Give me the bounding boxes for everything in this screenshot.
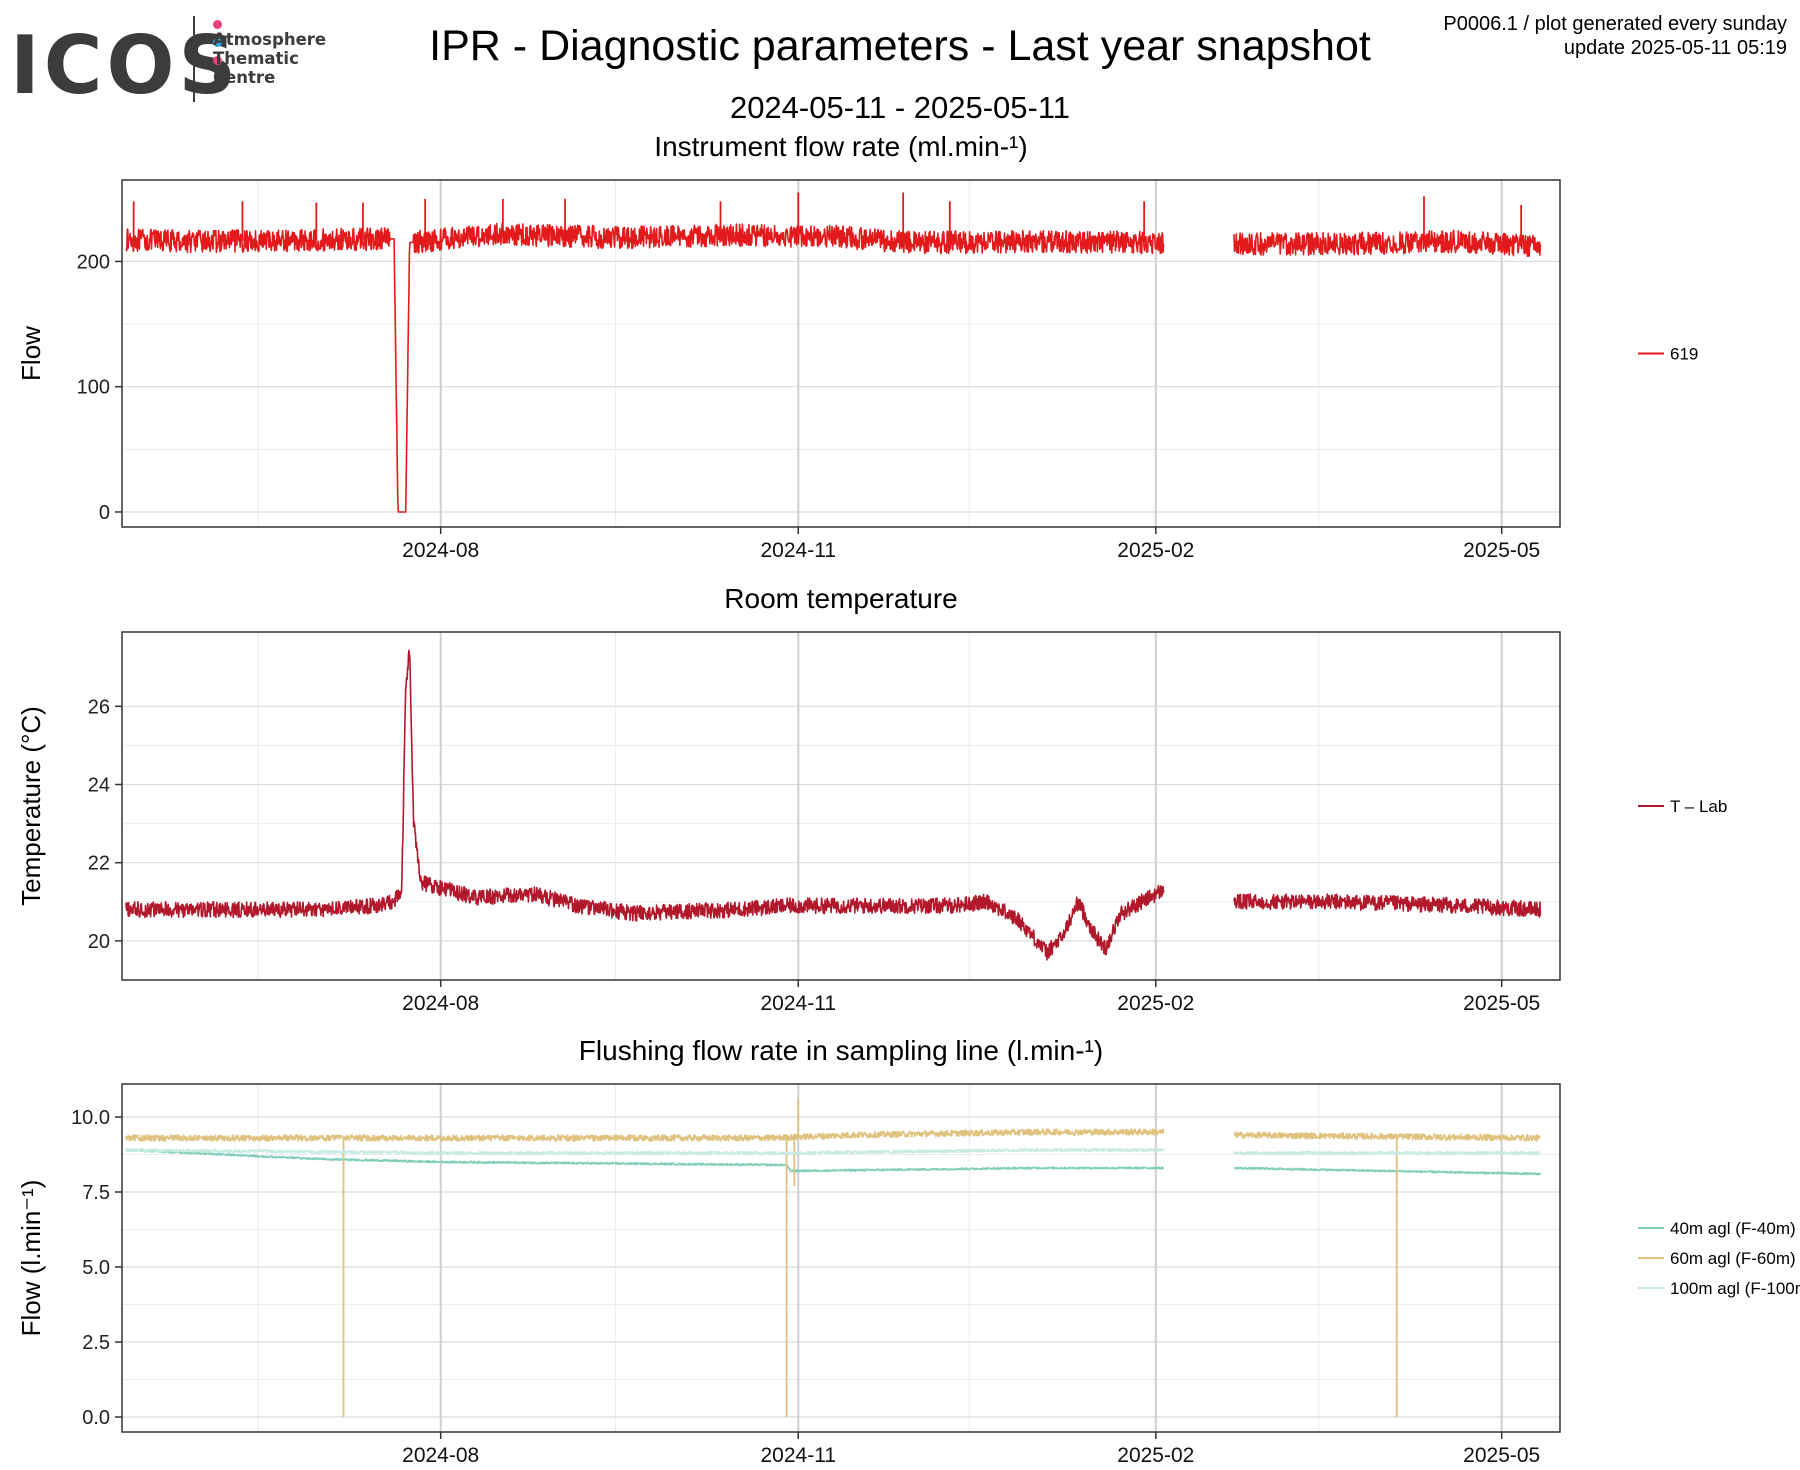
x-tick-label: 2024-11: [760, 992, 836, 1015]
y-tick-label: 24: [88, 774, 110, 796]
series-line: [125, 1147, 1542, 1156]
y-axis-label: Flow (l.min⁻¹): [16, 1180, 46, 1337]
series-line: [125, 1148, 1542, 1176]
y-tick-label: 5.0: [82, 1257, 110, 1279]
x-tick-label: 2024-11: [760, 1444, 836, 1467]
x-tick-label: 2025-05: [1463, 992, 1540, 1015]
legend-label: 619: [1670, 345, 1698, 364]
y-tick-label: 7.5: [82, 1182, 110, 1204]
y-tick-label: 20: [88, 931, 110, 953]
y-tick-label: 10.0: [71, 1107, 110, 1129]
plot-frame: [121, 631, 1561, 981]
chart-panel: Flushing flow rate in sampling line (l.m…: [16, 1035, 1800, 1467]
x-tick-label: 2024-08: [402, 539, 479, 562]
update-timestamp: update 2025-05-11 05:19: [1563, 37, 1787, 59]
y-axis-label: Temperature (°C): [16, 706, 46, 906]
x-tick-label: 2025-02: [1117, 539, 1194, 562]
chart-title: Flushing flow rate in sampling line (l.m…: [579, 1035, 1103, 1066]
logo-dot: [213, 56, 222, 65]
y-tick-label: 100: [77, 377, 110, 399]
chart-title: Instrument flow rate (ml.min-¹): [654, 131, 1027, 162]
x-tick-label: 2025-05: [1463, 1444, 1540, 1467]
x-tick-label: 2024-08: [402, 992, 479, 1015]
legend-label: 100m agl (F-100m): [1670, 1279, 1800, 1298]
plot-frame: [121, 179, 1561, 528]
plot-meta: P0006.1 / plot generated every sunday up…: [1443, 12, 1787, 60]
logo-subtitle: Atmosphere Thematic Centre: [213, 30, 326, 87]
logo-line: Thematic: [213, 49, 299, 68]
logo-dot: [213, 20, 222, 29]
plot-id: P0006.1 / plot generated every sunday: [1443, 13, 1787, 35]
y-tick-label: 200: [77, 251, 110, 273]
legend-label: 40m agl (F-40m): [1670, 1219, 1796, 1238]
page-title: IPR - Diagnostic parameters - Last year …: [429, 22, 1371, 70]
date-range: 2024-05-11 - 2025-05-11: [729, 90, 1071, 125]
logo-line: Centre: [213, 68, 276, 87]
logo-divider: [193, 16, 195, 102]
legend-label: T – Lab: [1670, 797, 1727, 816]
legend-label: 60m agl (F-60m): [1670, 1249, 1796, 1268]
plot-frame: [121, 1083, 1561, 1433]
logo-text: ICOS: [10, 19, 241, 112]
logo-line: Atmosphere: [213, 30, 327, 49]
y-tick-label: 2.5: [82, 1332, 110, 1354]
y-axis-label: Flow: [16, 326, 46, 381]
series-line: [125, 649, 1542, 961]
y-tick-label: 26: [88, 696, 110, 718]
series-line: [125, 1128, 1541, 1142]
y-tick-label: 0: [99, 502, 110, 524]
x-tick-label: 2025-02: [1117, 992, 1194, 1015]
chart-panel: Instrument flow rate (ml.min-¹) 619 0 100 20…: [16, 131, 1698, 562]
chart-title: Room temperature: [724, 583, 957, 614]
logo-dots: [213, 16, 225, 70]
y-tick-label: 22: [88, 853, 110, 875]
header: ICOS Atmosphere Thematic Centre IPR - Di…: [0, 0, 1800, 150]
series-line: [125, 222, 1542, 513]
x-tick-label: 2024-08: [402, 1444, 479, 1467]
x-tick-label: 2024-11: [760, 539, 836, 562]
x-tick-label: 2025-02: [1117, 1444, 1194, 1467]
y-tick-label: 0.0: [82, 1407, 110, 1429]
chart-panel: Room temperature T – Lab 20 22 24 26 2024-08 20…: [16, 583, 1727, 1015]
x-tick-label: 2025-05: [1463, 539, 1540, 562]
logo-dot: [213, 38, 222, 47]
